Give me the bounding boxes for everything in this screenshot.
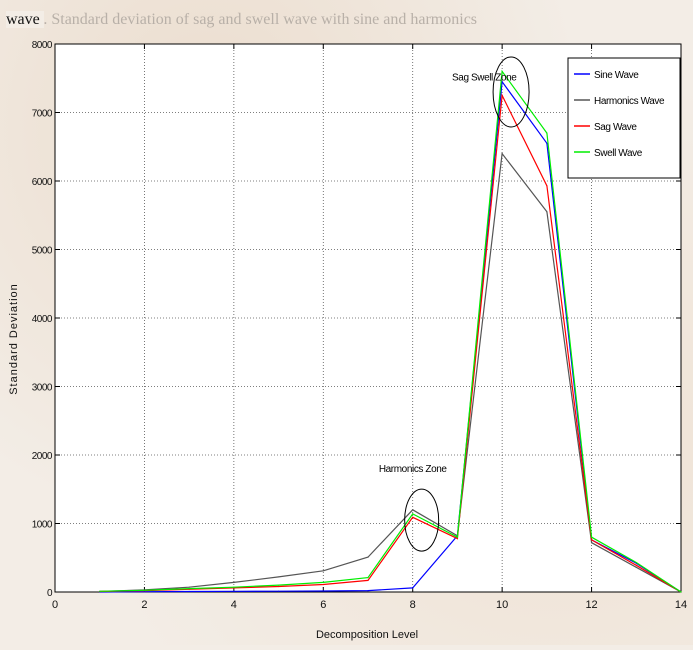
series-point-4 (501, 70, 503, 72)
x-tick-label: 10 (496, 599, 508, 611)
series-point-2 (233, 581, 235, 584)
series-lines (99, 69, 682, 593)
series-point-1 (367, 590, 369, 592)
legend-label: Sag Wave (594, 122, 637, 133)
series-point-4 (546, 132, 548, 134)
series-point-2 (546, 211, 548, 213)
axes: 0 2 4 6 8 10 12 14 0 1000 2000 3000 4000 5000 6000 7000… (32, 40, 687, 611)
series-point-4 (99, 590, 101, 592)
caption-faded-line: Fig. 5. Standard deviation of sag and sw… (6, 11, 478, 28)
annotation-circle (492, 56, 530, 128)
series-point-4 (322, 581, 324, 584)
series-point-4 (412, 513, 414, 515)
series-point-4 (367, 577, 369, 579)
legend-label: Harmonics Wave (594, 96, 665, 107)
line-chart: 0 2 4 6 8 10 12 14 0 1000 2000 3000 4000 5000 6000 7000… (8, 40, 687, 641)
series-point-4 (277, 584, 280, 586)
y-tick-label: 4000 (32, 314, 53, 325)
series-point-2 (322, 570, 324, 572)
series-point-2 (590, 542, 593, 544)
x-tick-label: 6 (320, 599, 326, 611)
series-point-4 (456, 536, 459, 538)
series-point-1 (322, 590, 324, 592)
legend-label: Swell Wave (594, 148, 643, 159)
series-point-3 (590, 539, 593, 541)
series-point-3 (412, 516, 414, 518)
y-tick-label: 7000 (32, 109, 53, 120)
y-tick-label: 1000 (32, 520, 53, 531)
series-point-2 (501, 153, 503, 155)
series-point-4 (233, 586, 235, 588)
y-axis-label: Standard Deviation (8, 283, 20, 395)
series-line-4 (99, 69, 682, 593)
y-tick-label: 3000 (32, 383, 53, 394)
y-tick-label: 0 (47, 588, 53, 599)
series-point-3 (456, 537, 459, 540)
series-point-1 (501, 81, 503, 83)
annotation-label: Harmonics Zone (379, 464, 448, 475)
y-tick-label: 2000 (32, 451, 53, 462)
y-tick-label: 5000 (32, 246, 53, 257)
series-line-2 (99, 152, 682, 593)
x-tick-label: 0 (52, 599, 58, 611)
x-tick-label: 2 (141, 599, 147, 611)
series-point-2 (635, 566, 637, 568)
figure-caption: Fig. 5. Standard deviation of sag and sw… (6, 10, 686, 30)
x-tick-label: 4 (231, 599, 237, 611)
chart-container: 0 2 4 6 8 10 12 14 0 1000 2000 3000 4000 5000 6000 7000… (0, 26, 693, 645)
series-point-1 (188, 590, 190, 593)
annotations: Sag Swell Zone Harmonics Zone (379, 56, 530, 552)
series-line-3 (99, 93, 682, 593)
annotation-circle (404, 488, 440, 552)
series-point-4 (143, 589, 146, 591)
series-point-2 (188, 586, 190, 588)
legend-label: Sine Wave (594, 70, 639, 81)
series-point-2 (412, 509, 414, 511)
series-point-4 (680, 591, 682, 593)
legend-box (567, 57, 681, 179)
series-point-3 (322, 583, 324, 586)
x-tick-label: 8 (410, 599, 416, 611)
y-tick-label: 6000 (32, 177, 53, 188)
series-point-1 (546, 142, 548, 144)
series-point-2 (367, 556, 369, 558)
series-point-3 (546, 185, 548, 187)
series-point-4 (590, 536, 593, 538)
y-tick-label: 8000 (32, 40, 53, 51)
series-point-4 (635, 561, 637, 564)
grid-lines (55, 44, 681, 592)
x-tick-label: 12 (585, 599, 597, 611)
legend: Sine Wave Harmonics Wave Sag Wave Swell Wav… (567, 57, 681, 179)
series-point-4 (188, 587, 190, 590)
series-point-3 (367, 579, 369, 581)
x-axis-label: Decomposition Level (316, 629, 418, 641)
annotation-label: Sag Swell Zone (452, 72, 517, 83)
series-point-3 (635, 564, 637, 566)
caption-second-line-wrap: wave (6, 10, 686, 30)
x-tick-label: 14 (675, 599, 687, 611)
series-point-3 (501, 94, 503, 96)
series-point-1 (143, 591, 146, 593)
series-point-2 (277, 576, 280, 578)
series-point-1 (412, 587, 414, 589)
series-point-3 (277, 585, 280, 588)
series-point-1 (277, 590, 280, 592)
caption-second-line: wave (6, 11, 44, 28)
series-point-1 (233, 590, 235, 592)
